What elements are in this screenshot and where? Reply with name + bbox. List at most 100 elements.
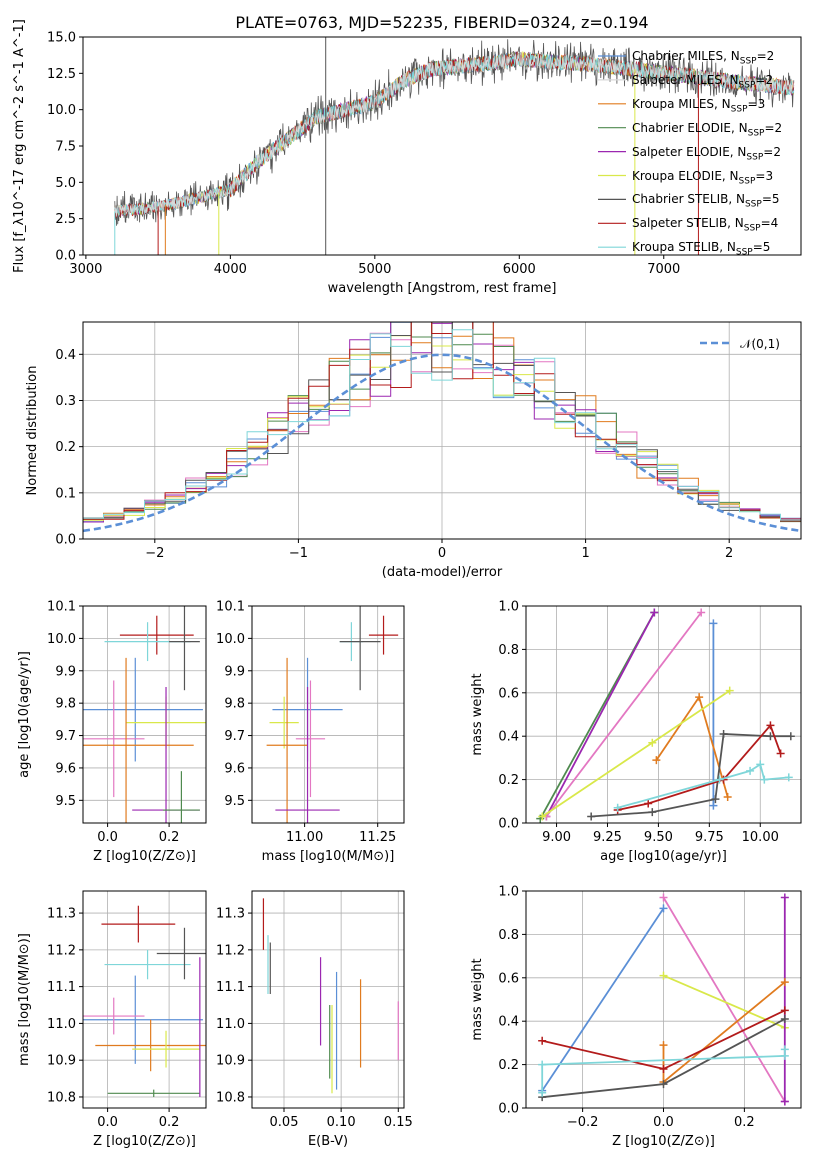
marker-0 <box>538 1036 547 1045</box>
legend-label-gaussian: 𝒩(0,1) <box>740 337 780 351</box>
legend-label-2: Kroupa MILES, NSSP=3 <box>632 96 766 113</box>
ytick-label-5: 10.0 <box>216 632 245 647</box>
ytick-label-3: 11.1 <box>47 980 76 995</box>
legend-label-5: Kroupa ELODIE, NSSP=3 <box>632 168 774 185</box>
ytick-label-4: 0.8 <box>498 643 519 658</box>
legend: Chabrier MILES, NSSP=2 Salpeter MILES, NS… <box>598 49 782 256</box>
xtick-label-0: −0.2 <box>567 1115 599 1130</box>
errorbar-point-0 <box>368 615 399 655</box>
ytick-label-0: 10.8 <box>47 1090 76 1105</box>
panel-6: 0.0 0.2 10.8 10.9 11.0 11.1 11.2 11.3 Z [log10(Z… <box>17 890 207 1149</box>
xtick-label-1: −1 <box>289 546 308 561</box>
marker-0 <box>587 812 596 821</box>
xtick-label-1: 0.0 <box>653 1115 674 1130</box>
legend-entry-0: Chabrier MILES, NSSP=2 <box>632 49 774 65</box>
legend-entry-8: Kroupa STELIB, NSSP=5 <box>632 240 770 256</box>
series-line <box>617 762 789 809</box>
plot-frame <box>82 36 802 256</box>
xtick-label-3: 9.75 <box>695 830 724 845</box>
y-axis-label: age [log10(age/yr)] <box>17 651 32 778</box>
ytick-label-3: 11.1 <box>216 980 245 995</box>
xtick-label-1: 4000 <box>214 262 247 277</box>
plot-frame <box>525 605 802 824</box>
xtick-label-1: 0.10 <box>327 1115 356 1130</box>
marker-4 <box>760 775 769 784</box>
marker-1 <box>715 775 724 784</box>
xtick-label-2: 0 <box>438 546 446 561</box>
errorbar-point-4 <box>269 696 299 749</box>
series-line <box>662 981 786 1084</box>
legend-entry-4: Salpeter ELODIE, NSSP=2 <box>632 144 781 161</box>
legend-entry-1: Salpeter MILES, NSSP=2 <box>632 73 773 89</box>
marker-1 <box>659 1080 668 1089</box>
errorbar-point-0 <box>101 905 176 943</box>
ytick-label-1: 9.6 <box>224 761 245 776</box>
marker-0 <box>780 1097 789 1106</box>
marker-2 <box>780 1015 789 1024</box>
marker-1 <box>648 808 657 817</box>
xtick-label-2: 9.50 <box>644 830 673 845</box>
marker-1 <box>709 619 718 628</box>
x-axis-label: mass [log10(M/M⊙)] <box>262 849 395 864</box>
panel-3: 0.0 0.2 9.5 9.6 9.7 9.8 9.9 10.0 10.1 Z [log10(Z/… <box>17 600 207 864</box>
ytick-label-4: 0.8 <box>498 928 519 943</box>
x-axis-label: Z [log10(Z/Z⊙)] <box>93 1134 196 1149</box>
errorbar-point-7 <box>107 1089 200 1097</box>
ytick-label-2: 0.4 <box>498 1015 519 1030</box>
marker-4 <box>776 749 785 758</box>
marker-4 <box>766 732 775 741</box>
xtick-label-0: 0.0 <box>97 830 118 845</box>
ytick-label-0: 10.8 <box>216 1090 245 1105</box>
panel-8: −0.2 0.0 0.2 0.0 0.2 0.4 0.6 0.8 1.0 Z [log10(Z/Z… <box>470 885 802 1149</box>
series-8 <box>613 760 793 812</box>
marker-2 <box>711 795 720 804</box>
marker-0 <box>659 971 668 980</box>
marker-1 <box>538 1060 547 1069</box>
series-line <box>663 974 786 1029</box>
plot-frame <box>251 890 405 1109</box>
series-3 <box>780 893 789 1106</box>
series-line <box>541 689 731 818</box>
ytick-label-0: 9.5 <box>55 794 76 809</box>
x-axis-label: E(B-V) <box>308 1134 348 1149</box>
series-6 <box>538 1006 789 1073</box>
ytick-label-3: 0.6 <box>498 971 519 986</box>
ytick-label-6: 10.1 <box>47 600 76 615</box>
ytick-label-4: 9.9 <box>224 664 245 679</box>
errorbar-point-2 <box>156 927 206 980</box>
panel-5: 9.00 9.25 9.50 9.75 10.00 0.0 0.2 0.4 0.6 0.8 1.0 a… <box>470 600 802 864</box>
ytick-label-1: 0.2 <box>498 1058 519 1073</box>
y-axis-label: mass weight <box>470 673 485 755</box>
series-line <box>591 733 791 818</box>
errorbar-point-6 <box>83 657 194 823</box>
x-axis-label: wavelength [Angstrom, rest frame] <box>328 281 557 296</box>
legend-entry-2: Kroupa MILES, NSSP=3 <box>632 96 766 113</box>
series-line <box>545 611 702 818</box>
legend-label-4: Salpeter ELODIE, NSSP=2 <box>632 144 781 161</box>
ytick-label-5: 11.3 <box>47 907 76 922</box>
errorbar-point-0 <box>119 615 194 655</box>
ytick-label-3: 9.8 <box>224 697 245 712</box>
ytick-label-2: 9.7 <box>55 729 76 744</box>
marker-1 <box>780 893 789 902</box>
marker-3 <box>766 721 775 730</box>
histogram-series-8 <box>83 329 801 521</box>
xtick-label-3: 1 <box>581 546 589 561</box>
marker-1 <box>648 738 657 747</box>
xtick-label-0: 9.00 <box>542 830 571 845</box>
ytick-label-4: 11.2 <box>47 943 76 958</box>
ytick-label-4: 10.0 <box>47 103 76 118</box>
marker-2 <box>723 792 732 801</box>
errorbar-point-8 <box>162 771 200 823</box>
ytick-label-2: 0.2 <box>55 440 76 455</box>
plot-frame <box>251 605 405 824</box>
ytick-label-6: 15.0 <box>47 31 76 46</box>
marker-3 <box>719 730 728 739</box>
marker-5 <box>786 732 795 741</box>
errorbar-point-1 <box>104 949 191 980</box>
series-1 <box>542 608 659 821</box>
y-axis-label: mass [log10(M/M⊙)] <box>17 933 32 1066</box>
ytick-label-0: 9.5 <box>224 794 245 809</box>
ytick-label-5: 1.0 <box>498 600 519 615</box>
errorbar-point-2 <box>169 606 200 691</box>
